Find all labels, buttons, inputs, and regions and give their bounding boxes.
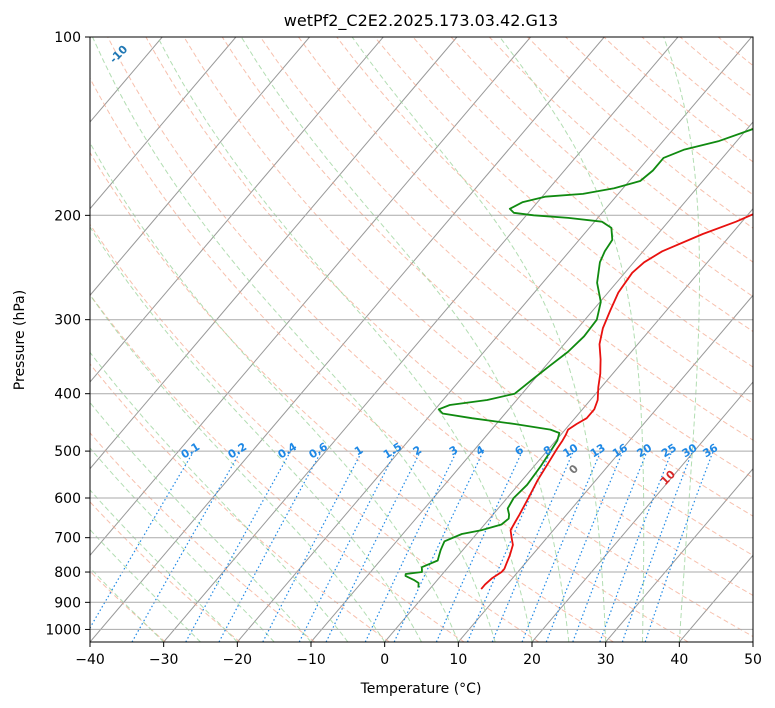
plot-area	[90, 37, 753, 642]
x-axis: −40 −30 −20 −10 0 10 20 30 40 50	[75, 642, 762, 668]
isotherm-line	[163, 37, 679, 642]
dry-adiabat-line	[336, 37, 753, 404]
plot-frame	[89, 36, 754, 643]
dry-adiabat-line	[90, 293, 465, 642]
mixing-ratio-line	[621, 450, 693, 642]
y-tick-label: 400	[54, 387, 81, 403]
x-tick-label: 10	[449, 652, 467, 668]
moist-adiabat-line	[90, 567, 165, 642]
x-tick-label: 30	[597, 652, 615, 668]
isotherm-line	[90, 37, 310, 297]
x-tick-label: −10	[296, 652, 326, 668]
pressure-grid	[90, 37, 753, 630]
dry-adiabat-line	[107, 37, 753, 638]
y-tick-label: 500	[54, 444, 81, 460]
moist-adiabat-line	[351, 37, 607, 642]
isotherm-line	[90, 37, 237, 210]
dry-adiabat-line	[90, 501, 241, 642]
mixing-ratio-line	[466, 450, 552, 642]
moist-adiabat-line	[90, 489, 238, 642]
dry-adiabat-line	[450, 37, 753, 298]
isotherm-line	[90, 37, 531, 557]
isotherm-line	[457, 294, 753, 642]
y-tick-label: 900	[54, 595, 81, 611]
dry-adiabat-line	[90, 432, 316, 642]
y-tick-label: 200	[54, 208, 81, 224]
x-tick-label: 40	[670, 652, 688, 668]
isotherm-line	[90, 37, 384, 383]
moist-adiabat-line	[90, 141, 459, 642]
x-axis-label: Temperature (°C)	[360, 681, 482, 697]
mixing-ratio-line	[572, 450, 648, 642]
moist-adiabat-line	[92, 37, 496, 642]
background-lines	[90, 37, 753, 642]
dry-adiabat-line	[298, 37, 753, 441]
x-tick-label: 0	[380, 652, 389, 668]
x-tick-label: −20	[223, 652, 253, 668]
chart-title: wetPf2_C2E2.2025.173.03.42.G13	[284, 11, 558, 31]
mixing-ratio-line	[521, 450, 602, 642]
y-tick-label: 700	[54, 531, 81, 547]
moist-adiabat-line	[90, 226, 422, 642]
dry-adiabat-line	[412, 37, 753, 333]
dry-adiabat-line	[221, 37, 753, 517]
x-tick-label: 20	[523, 652, 541, 668]
mixing-ratio-line	[644, 450, 714, 642]
moist-adiabat-line	[240, 37, 570, 642]
y-axis: 100 200 300 400 500 600 700 800 900 1000	[45, 30, 90, 638]
x-tick-label: −30	[149, 652, 179, 668]
mixing-ratio-line	[435, 450, 523, 642]
isotherm-line	[384, 207, 753, 642]
mixing-ratio-line	[491, 450, 575, 642]
mixing-ratio-line	[185, 450, 292, 642]
dry-adiabat-line	[90, 223, 540, 642]
y-tick-label: 600	[54, 491, 81, 507]
y-tick-label: 300	[54, 313, 81, 329]
isotherm-line	[605, 467, 753, 642]
y-tick-label: 1000	[45, 622, 81, 638]
y-tick-label: 800	[54, 565, 81, 581]
dry-adiabat-line	[183, 37, 753, 556]
dry-adiabat-line	[90, 363, 390, 642]
mixing-ratio-line	[325, 450, 422, 642]
x-tick-label: 50	[744, 652, 762, 668]
isotherm-line	[531, 381, 753, 642]
moist-adiabat-line	[499, 37, 645, 642]
moist-adiabat-line	[663, 37, 700, 642]
moist-adiabat-line	[157, 37, 533, 642]
isotherm-line	[310, 121, 753, 642]
mixing-ratio-line	[545, 450, 624, 642]
mixing-ratio-line	[298, 450, 397, 642]
y-axis-label: Pressure (hPa)	[12, 290, 28, 390]
moist-adiabat-line	[90, 294, 386, 642]
dewpoint-trace	[404, 128, 753, 588]
x-tick-label: −40	[75, 652, 105, 668]
temperature-trace	[480, 213, 753, 590]
isotherm-line	[236, 37, 752, 642]
dry-adiabat-line	[145, 37, 753, 597]
mixing-ratio-line	[218, 450, 323, 642]
isotherm-line	[90, 37, 458, 470]
dry-adiabat-line	[90, 77, 689, 642]
mixing-ratio-line	[599, 450, 673, 642]
profile-traces	[404, 128, 753, 590]
y-tick-label: 100	[54, 30, 81, 46]
